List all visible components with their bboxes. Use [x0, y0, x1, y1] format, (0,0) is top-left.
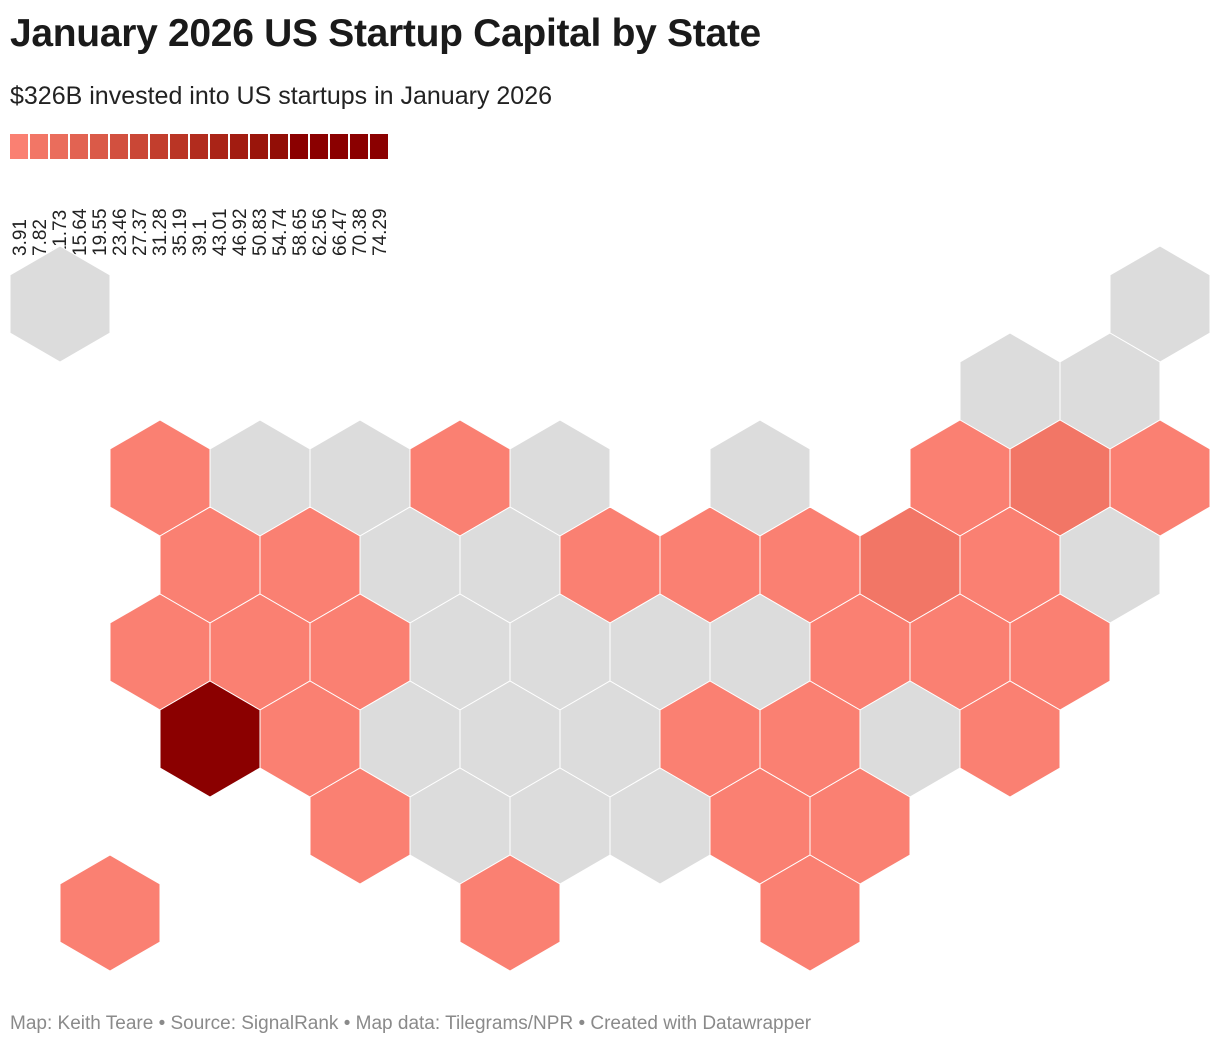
- legend-swatch: [90, 134, 108, 159]
- legend-swatch: [50, 134, 68, 159]
- hex-tile-map: [9, 245, 1211, 972]
- state-tile-tx[interactable]: [459, 854, 561, 972]
- legend-swatch: [230, 134, 248, 159]
- legend-swatch: [290, 134, 308, 159]
- source-footer: Map: Keith Teare • Source: SignalRank • …: [10, 1013, 812, 1034]
- chart-subtitle: $326B invested into US startups in Janua…: [10, 82, 553, 110]
- legend-swatch: [250, 134, 268, 159]
- color-legend: 3.91 7.82 11.73 15.64 19.55 23.46 27.37 31.28 35…: [10, 134, 410, 256]
- legend-swatch: [70, 134, 88, 159]
- legend-swatch: [150, 134, 168, 159]
- legend-swatch: [210, 134, 228, 159]
- legend-swatch: [170, 134, 188, 159]
- state-tile-ak[interactable]: [9, 245, 111, 363]
- legend-swatch: [30, 134, 48, 159]
- legend-swatch: [110, 134, 128, 159]
- legend-swatch: [10, 134, 28, 159]
- legend-swatch: [130, 134, 148, 159]
- legend-swatch: [190, 134, 208, 159]
- state-tile-pr[interactable]: [759, 854, 861, 972]
- legend-swatch: [370, 134, 388, 159]
- legend-swatch: [270, 134, 288, 159]
- legend-swatch: [350, 134, 368, 159]
- state-tile-de[interactable]: [959, 680, 1061, 798]
- state-tile-hi[interactable]: [59, 854, 161, 972]
- chart-title: January 2026 US Startup Capital by State: [10, 12, 761, 55]
- legend-swatch: [310, 134, 328, 159]
- legend-swatch: [330, 134, 348, 159]
